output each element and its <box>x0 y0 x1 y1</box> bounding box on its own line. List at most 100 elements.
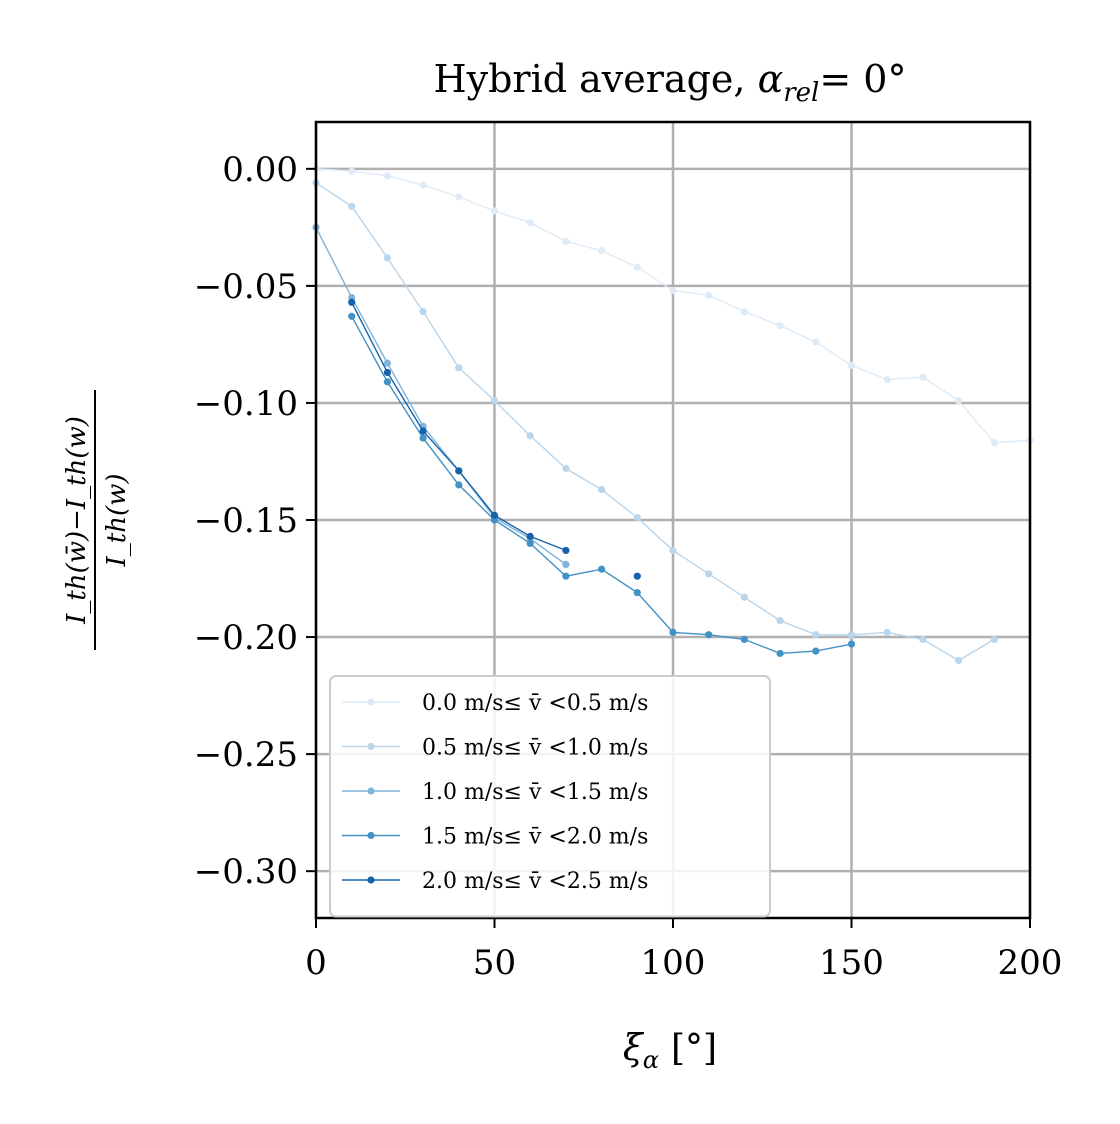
data-point <box>348 312 356 320</box>
y-tick-label: −0.25 <box>194 735 298 775</box>
y-tick-label: −0.20 <box>194 618 298 658</box>
y-axis-label-denominator: I_th(w) <box>102 473 132 567</box>
legend-item: 2.0 m/s≤ v̄ <2.5 m/s <box>342 869 648 894</box>
data-point <box>383 368 391 377</box>
data-point <box>419 427 427 435</box>
data-point <box>776 649 784 658</box>
data-point <box>598 485 606 494</box>
data-point <box>562 546 570 555</box>
data-point <box>740 308 749 316</box>
series-line <box>351 315 852 655</box>
data-point <box>955 656 963 665</box>
data-point <box>883 628 891 636</box>
data-point <box>883 375 891 384</box>
data-point <box>526 532 534 540</box>
x-tick-label: 50 <box>473 943 516 983</box>
x-tick-label: 200 <box>998 943 1063 983</box>
data-point <box>776 322 784 330</box>
data-point <box>562 560 570 569</box>
data-point <box>419 434 427 442</box>
data-point <box>847 361 856 370</box>
data-point <box>490 207 499 215</box>
data-point <box>598 565 606 573</box>
data-point <box>383 378 391 386</box>
chart-title: Hybrid average, αrel= 0° <box>434 57 907 108</box>
y-tick-label: −0.15 <box>194 501 298 541</box>
data-point <box>990 439 998 447</box>
series-2 <box>312 223 570 569</box>
data-point <box>669 546 677 555</box>
data-point <box>348 202 356 210</box>
legend-marker <box>367 787 375 795</box>
x-axis-label: ξα [°] <box>623 1028 717 1074</box>
legend-item: 1.0 m/s≤ v̄ <1.5 m/s <box>342 780 648 805</box>
data-point <box>562 464 570 473</box>
y-axis-label: I_th(w̄)−I_th(w) I_th(w) <box>62 390 132 650</box>
data-point <box>490 397 499 405</box>
data-point <box>740 593 749 601</box>
legend-marker <box>367 876 375 884</box>
x-tick-label: 100 <box>641 943 706 983</box>
data-point <box>812 338 820 346</box>
data-point <box>526 539 534 548</box>
data-point <box>669 286 677 295</box>
legend-box <box>329 675 771 918</box>
legend-marker <box>367 742 375 751</box>
legend-label: 2.0 m/s≤ v̄ <2.5 m/s <box>422 869 648 894</box>
data-point <box>633 263 641 271</box>
series-1 <box>312 179 998 665</box>
data-point <box>633 514 641 522</box>
data-point <box>847 640 856 648</box>
data-point <box>383 172 391 180</box>
legend-label: 1.0 m/s≤ v̄ <1.5 m/s <box>422 780 648 805</box>
data-point <box>740 635 749 644</box>
series-layer <box>312 165 1034 665</box>
legend-label: 0.5 m/s≤ v̄ <1.0 m/s <box>422 736 648 761</box>
series-line <box>351 301 567 552</box>
data-point <box>383 359 391 367</box>
legend-item: 1.5 m/s≤ v̄ <2.0 m/s <box>342 825 648 850</box>
series-line <box>315 182 995 662</box>
data-point <box>812 647 820 655</box>
data-point <box>990 635 998 644</box>
series-4 <box>348 298 641 580</box>
data-point <box>490 511 499 519</box>
data-point <box>705 631 713 639</box>
data-point <box>526 432 534 440</box>
data-point <box>419 308 427 316</box>
data-point <box>705 570 713 578</box>
data-point <box>455 467 463 475</box>
series-line <box>315 227 567 566</box>
data-point <box>669 628 677 636</box>
series-3 <box>348 312 856 658</box>
legend-label: 1.5 m/s≤ v̄ <2.0 m/s <box>422 825 648 850</box>
data-point <box>455 193 463 201</box>
legend: 0.0 m/s≤ v̄ <0.5 m/s 0.5 m/s≤ v̄ <1.0 m/s… <box>329 675 771 918</box>
data-point <box>598 247 606 255</box>
data-point <box>526 219 534 227</box>
y-tick-label: −0.30 <box>194 852 298 892</box>
data-point <box>705 291 713 299</box>
y-tick-label: −0.10 <box>194 384 298 424</box>
data-point <box>562 572 570 580</box>
legend-item: 0.0 m/s≤ v̄ <0.5 m/s <box>342 691 648 716</box>
data-point <box>847 631 856 639</box>
legend-marker <box>367 831 375 840</box>
data-point <box>812 631 820 639</box>
data-point <box>348 167 356 175</box>
data-point <box>776 617 784 625</box>
legend-item: 0.5 m/s≤ v̄ <1.0 m/s <box>342 736 648 761</box>
data-point <box>919 373 927 381</box>
data-point <box>419 181 427 189</box>
data-point <box>919 635 927 644</box>
data-point <box>455 364 463 372</box>
legend-marker <box>367 698 375 706</box>
data-point <box>562 237 570 245</box>
data-point <box>383 254 391 262</box>
x-tick-label: 0 <box>305 943 327 983</box>
tick-layer: 0 50 100 150 200 0.00 −0.05 −0.10 −0.15 −0.20 −0.2… <box>194 150 1063 983</box>
data-point <box>455 481 463 489</box>
data-point <box>955 397 963 405</box>
